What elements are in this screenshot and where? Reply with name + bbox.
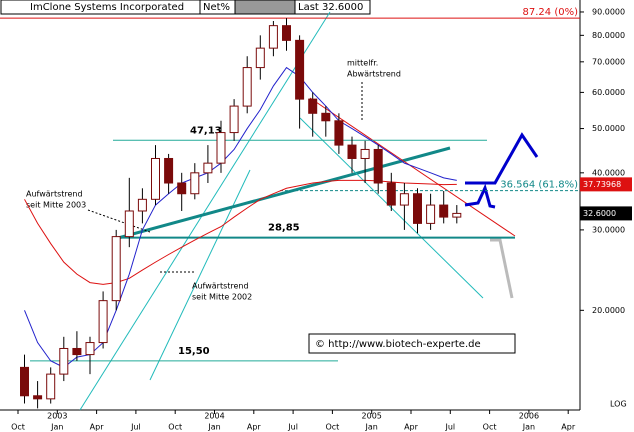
candle-body	[308, 98, 318, 114]
annotation: seit Mitte 2002	[192, 293, 252, 302]
copyright-box	[308, 333, 516, 354]
level-label: 28,85	[268, 223, 300, 234]
price-tag	[580, 177, 632, 192]
annotation: mittelfr.	[347, 59, 378, 68]
candle-body	[439, 204, 449, 218]
y-tick-label: 80.0000	[592, 31, 625, 40]
candle-body	[386, 182, 396, 206]
y-tick-label: 90.0000	[592, 7, 625, 16]
x-tick-label: Jan	[522, 423, 535, 432]
log-label: LOG	[610, 400, 627, 409]
candle-body	[111, 236, 121, 302]
candle-body	[282, 25, 291, 41]
candle-body	[452, 212, 462, 218]
candle-body	[242, 67, 252, 107]
gray-box	[234, 0, 296, 15]
x-tick-label: Jan	[50, 423, 63, 432]
annotation: Aufwärtstrend	[26, 190, 83, 199]
candle-body	[164, 157, 174, 184]
candle-body	[20, 366, 29, 397]
candle-body	[426, 204, 436, 224]
fib-label: 36.564 (61.8%)	[500, 180, 578, 191]
candle-body	[413, 193, 422, 224]
y-tick-label: 70.0000	[592, 57, 625, 66]
candle-body	[334, 120, 344, 146]
candle-body	[295, 39, 305, 100]
x-tick-label: Jan	[207, 423, 220, 432]
year-label: 2004	[204, 412, 224, 421]
annotation: Aufwärtstrend	[192, 282, 249, 291]
price-tag	[580, 206, 632, 221]
leader-line	[87, 209, 151, 233]
last-box	[294, 0, 371, 15]
candle-body	[268, 25, 278, 49]
candle-body	[216, 132, 226, 164]
candle-body	[98, 300, 108, 344]
y-tick-label: 50.0000	[592, 124, 625, 133]
chart-title: ImClone Systems Incorporated	[30, 2, 184, 13]
fib-label: 87.24 (0%)	[523, 7, 579, 18]
annotation: Abwärtstrend	[347, 70, 401, 79]
candle-body	[347, 144, 357, 159]
annotation: seit Mitte 2003	[26, 201, 86, 210]
candle-body	[190, 172, 200, 195]
candle-body	[177, 182, 187, 195]
x-tick-label: Apr	[561, 423, 576, 432]
x-tick-label: Apr	[90, 423, 105, 432]
candle-body	[373, 148, 383, 184]
candle-body	[399, 193, 409, 206]
candle-body	[321, 112, 331, 122]
candle-body	[85, 342, 95, 356]
uptrend-2002	[79, 11, 331, 411]
moving-average	[24, 66, 457, 368]
projection-small	[464, 183, 496, 209]
y-tick-label: 20.0000	[592, 306, 625, 315]
price-tag-label: 32.6000	[583, 209, 616, 218]
price-tag-label: 37.73968	[583, 180, 621, 189]
x-tick-label: Oct	[168, 423, 182, 432]
candle-body	[151, 157, 160, 200]
projection-up	[465, 132, 539, 185]
candle-body	[203, 162, 213, 174]
candle-body	[59, 347, 69, 375]
candle-body	[255, 47, 265, 69]
copyright: © http://www.biotech-experte.de	[315, 339, 481, 350]
year-label: 2005	[362, 412, 382, 421]
x-tick-label: Oct	[483, 423, 497, 432]
x-tick-label: Oct	[11, 423, 25, 432]
candle-body	[72, 347, 82, 356]
uptrend-2002b	[149, 169, 251, 381]
candle-body	[229, 105, 239, 134]
x-tick-label: Jan	[365, 423, 378, 432]
year-label: 2003	[47, 412, 67, 421]
x-tick-label: Apr	[247, 423, 262, 432]
x-tick-label: Oct	[325, 423, 339, 432]
x-tick-label: Jul	[444, 423, 455, 432]
y-tick-label: 30.0000	[592, 225, 625, 234]
trendlines	[79, 11, 539, 411]
last-label: Last 32.6000	[298, 2, 363, 13]
moving-average	[24, 179, 457, 285]
x-tick-label: Apr	[404, 423, 419, 432]
candle-body	[124, 210, 134, 238]
y-tick-label: 40.0000	[592, 168, 625, 177]
candle-body	[137, 198, 147, 212]
year-label: 2006	[519, 412, 539, 421]
level-label: 15,50	[178, 346, 210, 357]
x-tick-label: Jul	[130, 423, 141, 432]
level-label: 47,13	[190, 125, 222, 136]
projection-down	[490, 238, 514, 299]
candle-body	[46, 373, 56, 400]
uptrend-2003	[117, 146, 451, 240]
candle-body	[33, 395, 43, 400]
candle-body	[360, 148, 370, 159]
x-tick-label: Jul	[287, 423, 298, 432]
downtrend-red	[309, 97, 516, 237]
net-label: Net%	[203, 2, 230, 13]
y-tick-label: 60.0000	[592, 88, 625, 97]
